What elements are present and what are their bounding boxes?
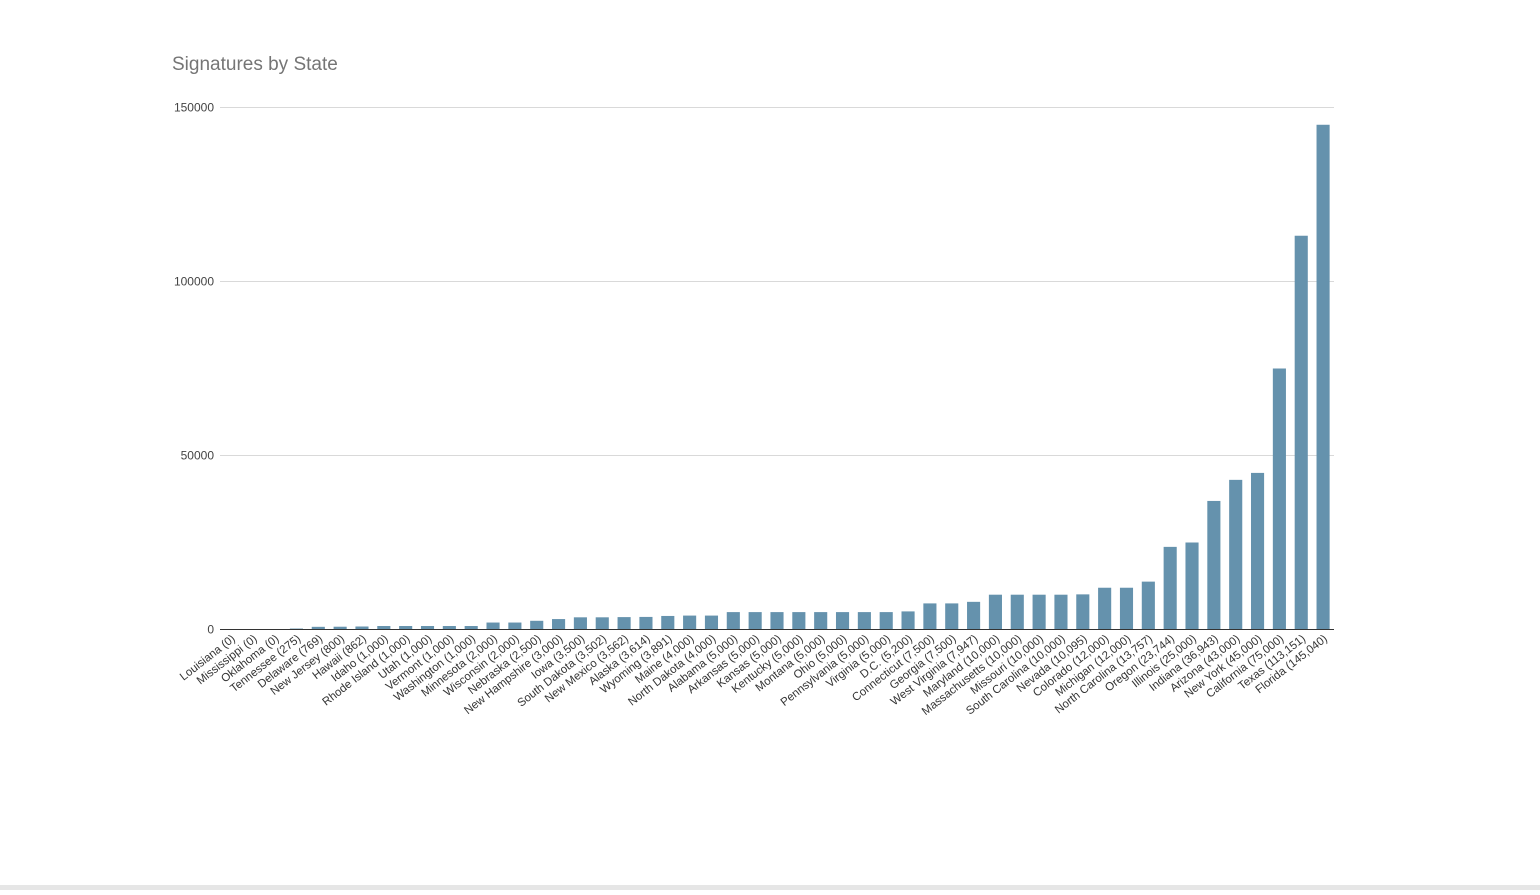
bar — [1272, 368, 1286, 630]
chart-title: Signatures by State — [172, 54, 338, 75]
bar — [945, 603, 959, 630]
bar — [1294, 235, 1308, 630]
bar — [1098, 587, 1112, 630]
bar — [1250, 472, 1265, 630]
bar — [835, 612, 850, 630]
y-tick-label: 150000 — [174, 101, 214, 115]
bar — [530, 620, 544, 630]
bar — [814, 612, 828, 630]
bar — [748, 612, 762, 630]
bar — [792, 612, 806, 630]
bar — [1185, 542, 1199, 630]
bar — [857, 612, 871, 630]
gridlines — [220, 107, 1334, 456]
bar — [901, 611, 915, 630]
y-tick-label: 50000 — [181, 449, 215, 463]
bar — [988, 594, 1002, 630]
bar — [595, 617, 609, 630]
y-axis-tick-labels: 0 50000 100000 150000 — [174, 101, 214, 637]
bar — [704, 615, 719, 630]
bar — [639, 616, 653, 630]
bar — [1076, 594, 1090, 630]
bar — [1054, 594, 1068, 630]
bar — [661, 615, 675, 630]
bar — [355, 626, 369, 630]
bar — [726, 612, 740, 630]
bar — [879, 612, 893, 630]
bar — [1316, 124, 1330, 630]
bar — [573, 617, 587, 630]
bar — [1010, 594, 1024, 630]
y-tick-label: 100000 — [174, 275, 214, 289]
bar — [1141, 581, 1155, 630]
bar — [399, 626, 413, 630]
x-axis-tick-labels: Louisiana (0)Mississippi (0)Oklahoma (0)… — [178, 633, 1330, 718]
bar — [1163, 546, 1177, 630]
bars — [289, 124, 1330, 630]
bar — [552, 619, 566, 630]
bar — [1119, 587, 1134, 630]
bottom-border — [0, 885, 1540, 890]
bar — [486, 622, 500, 630]
bar — [1229, 479, 1243, 630]
bar — [1032, 594, 1046, 630]
bar — [923, 603, 937, 630]
bar — [508, 622, 522, 630]
bar — [333, 626, 347, 630]
bar — [377, 626, 391, 630]
bar — [1207, 500, 1221, 630]
bar — [420, 626, 435, 630]
bar — [683, 615, 697, 630]
y-tick-label: 0 — [207, 623, 214, 637]
bar — [967, 601, 981, 630]
bar — [464, 626, 478, 630]
bar — [311, 626, 325, 630]
bar — [770, 612, 784, 630]
bar — [442, 626, 456, 630]
bar — [617, 617, 631, 630]
